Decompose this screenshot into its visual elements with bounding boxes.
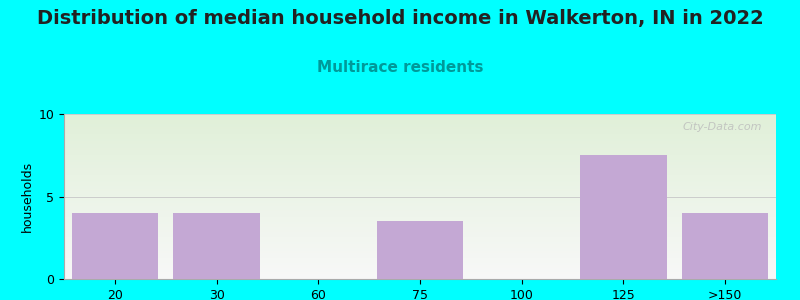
Bar <box>580 155 666 279</box>
Bar <box>682 213 768 279</box>
Y-axis label: households: households <box>22 161 34 232</box>
Bar <box>72 213 158 279</box>
Bar <box>377 221 463 279</box>
Text: Multirace residents: Multirace residents <box>317 60 483 75</box>
Text: City-Data.com: City-Data.com <box>682 122 762 132</box>
Text: Distribution of median household income in Walkerton, IN in 2022: Distribution of median household income … <box>37 9 763 28</box>
Bar <box>174 213 260 279</box>
